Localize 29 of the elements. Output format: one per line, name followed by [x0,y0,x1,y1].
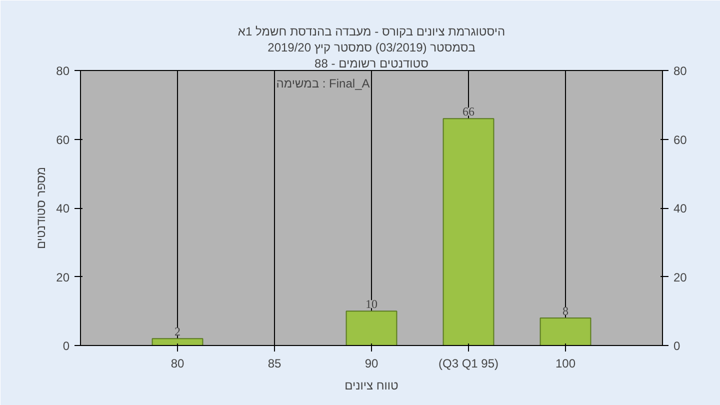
x-tick-label: 90 [364,356,378,370]
x-tick-label: 80 [170,356,184,370]
y-axis-title: מספר סטודנטים [34,166,48,250]
bar [346,310,398,346]
data-label: 8 [562,304,568,318]
y-tick-label: 20 [56,270,70,284]
y2-tick-label: 0 [674,339,680,353]
x-tick-label: 100 [555,356,576,370]
chart-subtitle: בסמסטר (03/2019) סמסטר קיץ 2019/20 [268,40,476,54]
x-tick-label: (Q3 Q1 95) [438,356,499,370]
data-label: 2 [174,324,180,339]
data-label: 10 [366,297,378,312]
x-tick-label: 85 [268,356,282,370]
annotation: במשימה : Final_A [276,76,370,90]
y-tick-label: 0 [62,339,70,353]
x-axis-title: טווח ציונים [344,378,399,392]
bar [540,318,592,346]
text: סטודנטים רשומים - 88 [314,56,429,70]
chart-title: היסטוגרמת ציונים בקורס - מעבדה בהנדסת חשמל 1א [238,24,506,38]
data-label: 66 [462,104,474,119]
y2-tick-label: 80 [674,64,688,78]
y-tick-label: 40 [56,202,70,216]
y-tick-label: 60 [56,132,70,147]
y2-tick-label: 20 [674,270,688,284]
y2-tick-label: 40 [674,202,688,216]
bar [152,338,204,346]
y2-tick-label: 60 [674,132,688,147]
bar [442,118,494,346]
y-tick-label: 80 [56,64,70,78]
